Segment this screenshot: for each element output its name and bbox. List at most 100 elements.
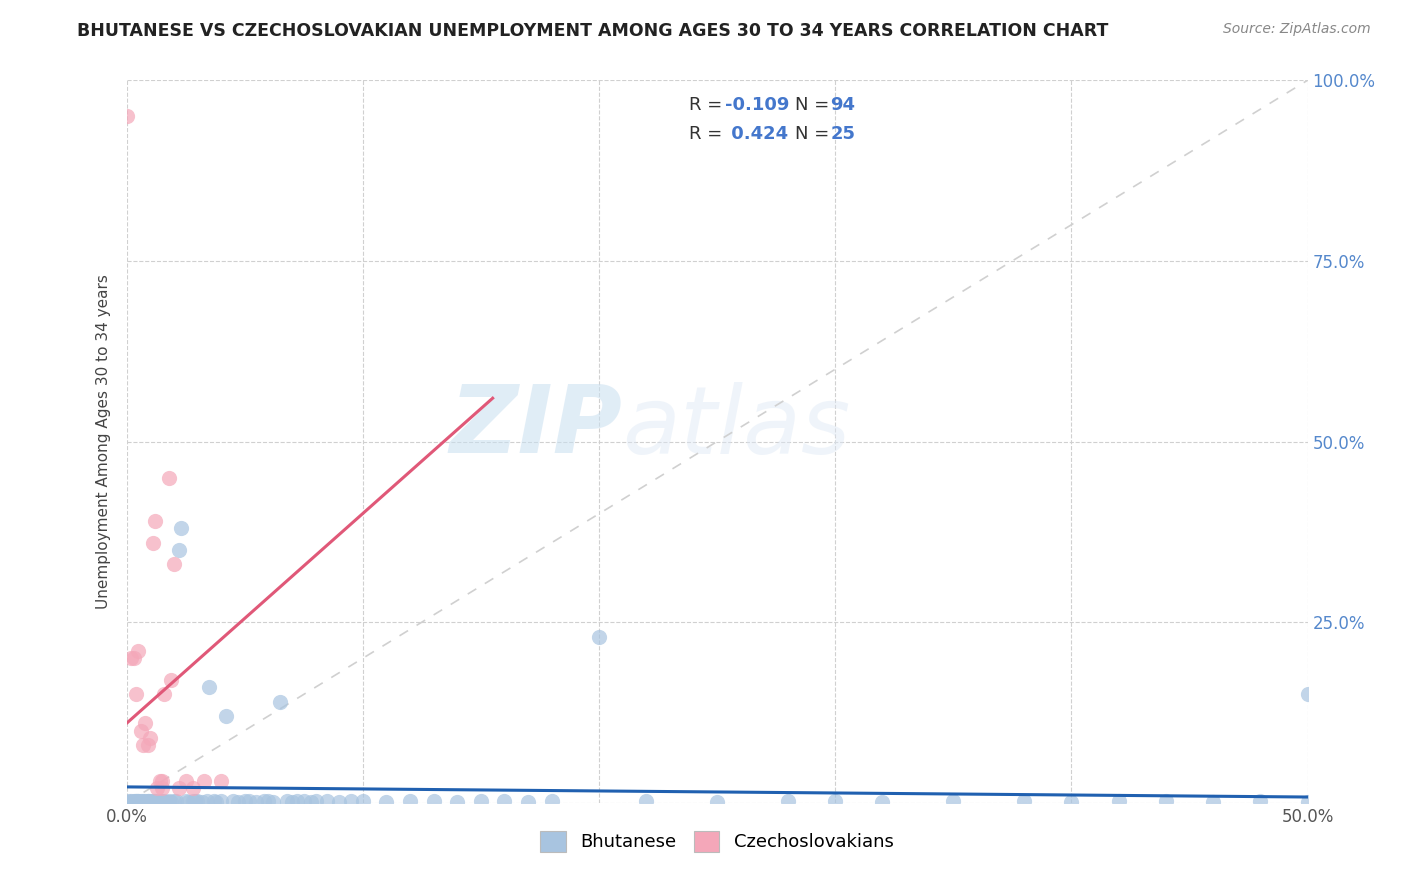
Point (150, 774, 173, 789)
Point (149, 794, 172, 808)
Text: N =: N = (794, 125, 835, 143)
Point (134, 716, 156, 731)
Point (257, 794, 280, 808)
Point (233, 794, 256, 808)
Point (141, 795, 163, 809)
Point (150, 795, 173, 809)
Point (160, 795, 183, 809)
Point (157, 470, 180, 484)
Point (1060, 795, 1083, 809)
Point (129, 794, 152, 808)
Point (129, 723, 152, 738)
Point (143, 514, 166, 528)
Point (195, 794, 218, 808)
Point (191, 795, 214, 809)
Point (215, 709, 238, 723)
Point (163, 558, 186, 572)
Point (942, 794, 965, 808)
Point (136, 795, 159, 809)
Point (269, 695, 291, 709)
Point (422, 794, 444, 808)
Point (132, 795, 155, 809)
Point (588, 630, 610, 644)
Point (540, 794, 562, 808)
Point (134, 795, 156, 809)
Point (141, 794, 163, 808)
Point (181, 781, 204, 796)
Text: Source: ZipAtlas.com: Source: ZipAtlas.com (1223, 22, 1371, 37)
Point (120, 795, 142, 809)
Point (127, 794, 149, 808)
Y-axis label: Unemployment Among Ages 30 to 34 years: Unemployment Among Ages 30 to 34 years (96, 274, 111, 609)
Point (122, 795, 145, 809)
Point (209, 794, 232, 808)
Point (299, 795, 322, 809)
Point (132, 738, 155, 752)
Point (252, 794, 274, 808)
Point (129, 795, 152, 809)
Point (304, 794, 326, 808)
Point (375, 795, 398, 809)
Point (139, 731, 162, 745)
Point (352, 794, 374, 808)
Point (824, 794, 846, 808)
Point (150, 794, 173, 808)
Point (136, 794, 159, 808)
Point (285, 794, 308, 808)
Point (120, 794, 142, 808)
Point (149, 774, 172, 789)
Point (446, 795, 468, 809)
Text: N =: N = (794, 95, 835, 114)
Point (120, 651, 142, 665)
Point (245, 795, 267, 809)
Point (132, 795, 155, 809)
Point (156, 795, 179, 809)
Point (198, 680, 221, 694)
Point (328, 795, 350, 809)
Point (222, 794, 245, 808)
Point (1249, 794, 1271, 808)
Point (153, 794, 176, 808)
Point (136, 738, 159, 752)
Point (1154, 794, 1177, 808)
Point (1012, 794, 1035, 808)
Point (153, 687, 176, 701)
Text: R =: R = (689, 125, 728, 143)
Point (184, 794, 207, 808)
Text: 25: 25 (831, 125, 855, 143)
Point (872, 795, 894, 809)
Point (139, 795, 162, 809)
Point (122, 651, 145, 665)
Point (127, 794, 149, 808)
Point (517, 795, 540, 809)
Point (316, 794, 339, 808)
Point (118, 794, 141, 808)
Point (143, 794, 166, 808)
Point (122, 795, 145, 809)
Text: R =: R = (689, 95, 728, 114)
Point (167, 542, 190, 557)
Point (1296, 795, 1319, 809)
Point (776, 794, 799, 808)
Point (143, 794, 166, 808)
Point (115, 110, 138, 124)
Point (262, 795, 284, 809)
Text: ZIP: ZIP (450, 381, 623, 473)
Point (146, 781, 169, 796)
Point (193, 774, 215, 789)
Text: 94: 94 (831, 95, 855, 114)
Point (141, 535, 163, 549)
Point (132, 794, 155, 808)
Text: BHUTANESE VS CZECHOSLOVAKIAN UNEMPLOYMENT AMONG AGES 30 TO 34 YEARS CORRELATION : BHUTANESE VS CZECHOSLOVAKIAN UNEMPLOYMEN… (77, 22, 1109, 40)
Point (170, 521, 193, 535)
Point (127, 795, 149, 809)
Point (146, 795, 169, 809)
Point (470, 794, 492, 808)
Point (157, 794, 180, 808)
Point (127, 644, 149, 658)
Point (134, 794, 156, 808)
Point (209, 774, 232, 789)
Point (276, 794, 298, 808)
Point (340, 794, 363, 808)
Point (1202, 795, 1225, 809)
